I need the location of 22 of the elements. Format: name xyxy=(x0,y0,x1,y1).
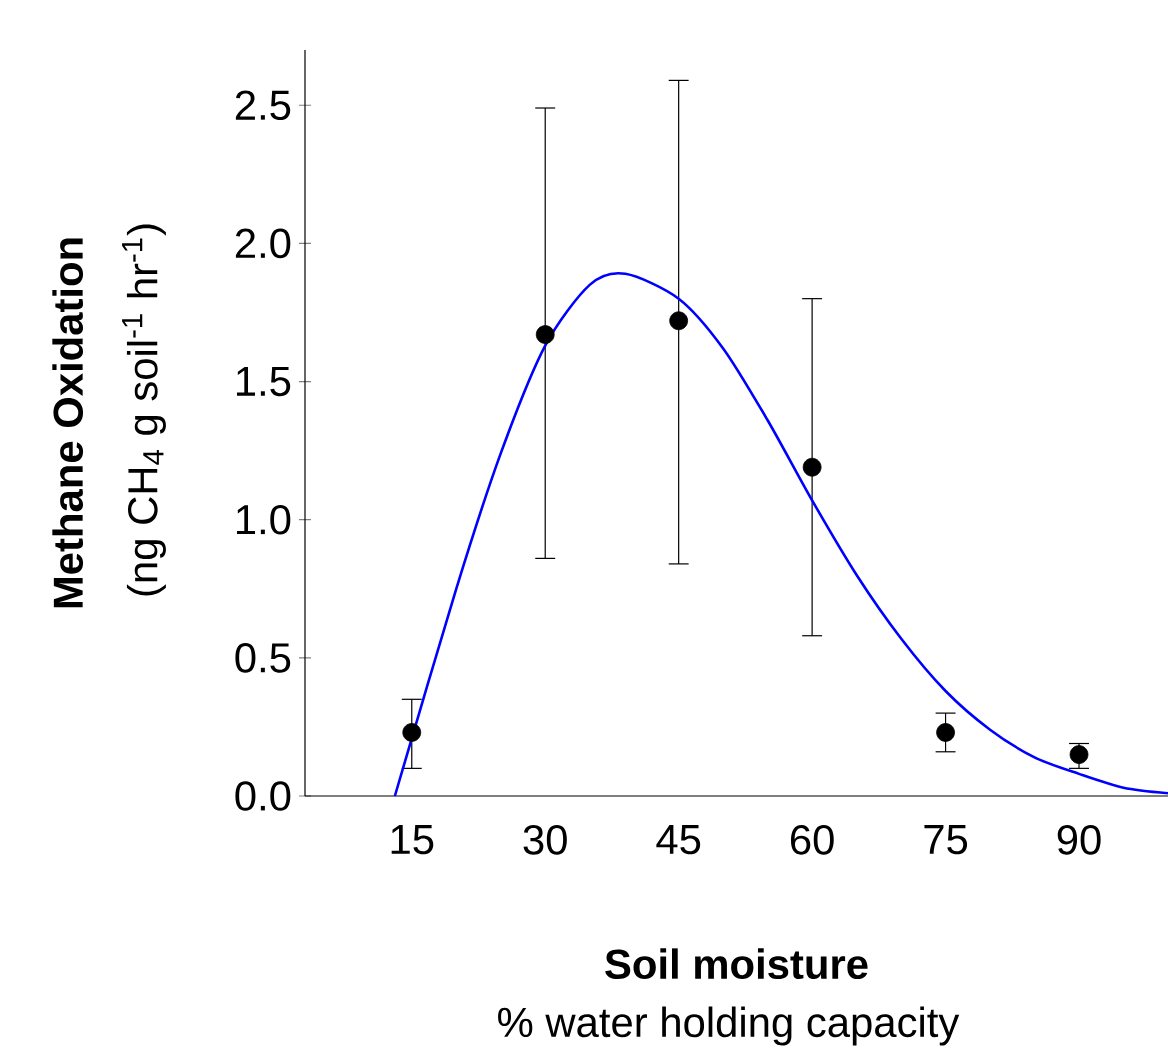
point xyxy=(802,457,822,477)
point xyxy=(936,723,955,742)
point xyxy=(669,311,689,331)
point xyxy=(402,723,422,742)
point xyxy=(535,325,555,344)
x-tick-label: 30 xyxy=(523,825,567,855)
x-tick-label: 90 xyxy=(1057,825,1101,855)
text: (ng CH$_{4}$ g soil$^{-1}$ hr$^{-1}$) xyxy=(122,224,166,596)
x-tick-label: 75 xyxy=(924,825,968,855)
y-tick-label: 1.0 xyxy=(236,504,291,535)
y-tick-label: 0.0 xyxy=(235,781,291,811)
x-axis-title: Soil moisture xyxy=(605,948,868,980)
x-tick-label: 45 xyxy=(656,825,701,855)
y-tick-label: 2.0 xyxy=(235,228,291,259)
text: % water holding capacity xyxy=(498,1006,960,1046)
y-tick-label: 0.5 xyxy=(235,643,291,673)
x-tick-label: 15 xyxy=(391,825,434,855)
line-series xyxy=(393,272,1168,798)
y-tick-label: 2.5 xyxy=(235,90,291,121)
y-axis-title: Methane Oxidation xyxy=(52,238,84,608)
y-tick-label: 1.5 xyxy=(236,366,291,397)
x-tick-label: 60 xyxy=(790,825,834,855)
